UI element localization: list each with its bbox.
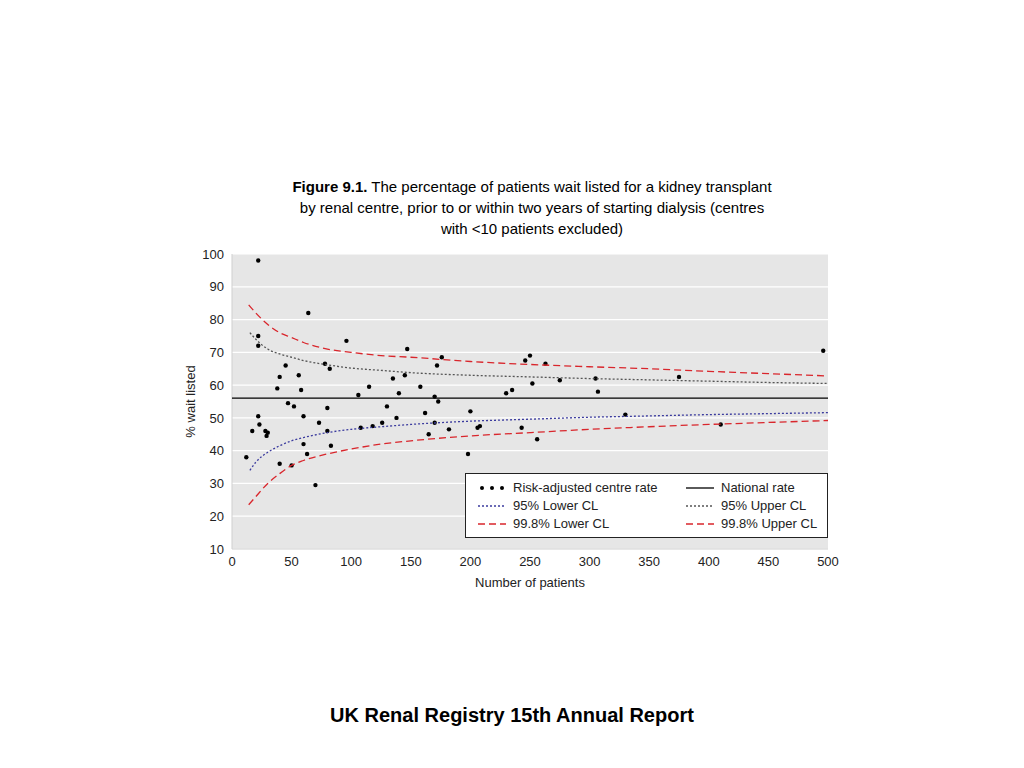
svg-text:40: 40 [210,443,224,458]
svg-text:50: 50 [210,411,224,426]
svg-text:% wait listed: % wait listed [183,365,198,437]
svg-text:400: 400 [698,554,720,569]
svg-text:100: 100 [202,247,224,262]
svg-text:90: 90 [210,279,224,294]
svg-text:70: 70 [210,345,224,360]
svg-text:0: 0 [228,554,235,569]
html-text:National rate: National rate [721,480,795,495]
html-text:99.8% Upper CL: 99.8% Upper CL [721,516,818,531]
svg-text:Number of patients: Number of patients [475,575,585,590]
svg-text:450: 450 [758,554,780,569]
svg-text:20: 20 [210,509,224,524]
html-text:Figure 9.1. The percentage of: Figure 9.1. The percentage of patients w… [292,178,772,237]
svg-text:50: 50 [284,554,298,569]
svg-text:60: 60 [210,378,224,393]
svg-text:150: 150 [400,554,422,569]
svg-text:350: 350 [638,554,660,569]
html-text:99.8% Lower CL: 99.8% Lower CL [513,516,610,531]
html-text:Risk-adjusted centre rate: Risk-adjusted centre rate [513,480,658,495]
svg-text:200: 200 [460,554,482,569]
svg-text:10: 10 [210,542,224,557]
svg-text:500: 500 [817,554,839,569]
html-text:95% Lower CL: 95% Lower CL [513,498,599,513]
svg-text:100: 100 [340,554,362,569]
svg-text:250: 250 [519,554,541,569]
svg-text:300: 300 [579,554,601,569]
svg-text:30: 30 [210,476,224,491]
html-text:95% Upper CL: 95% Upper CL [721,498,807,513]
html-text:UK Renal Registry 15th Annual: UK Renal Registry 15th Annual Report [330,704,694,726]
svg-text:80: 80 [210,312,224,327]
